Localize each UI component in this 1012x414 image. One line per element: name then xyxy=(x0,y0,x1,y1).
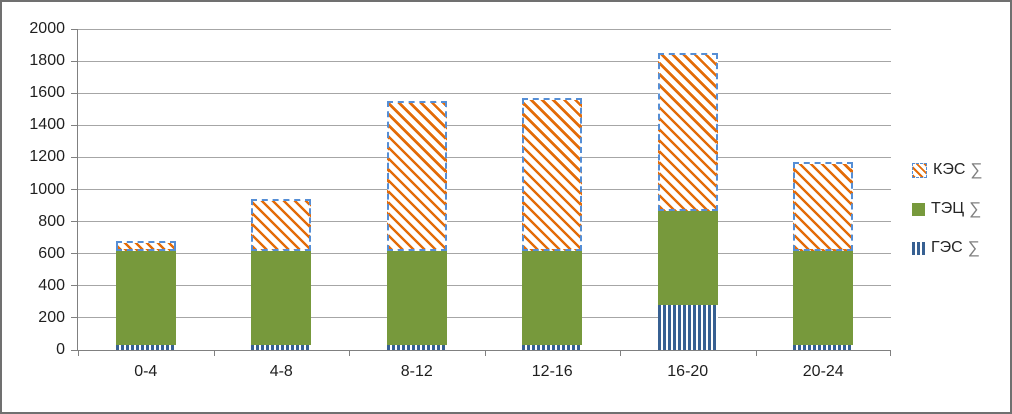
y-axis-label: 1000 xyxy=(29,180,65,198)
x-axis-label: 0-4 xyxy=(134,363,158,380)
gridline xyxy=(78,221,891,223)
bar-segment-тэц[interactable] xyxy=(115,248,176,346)
x-axis-tick xyxy=(620,350,621,356)
x-axis-label: 8-12 xyxy=(400,363,433,380)
y-axis-tick xyxy=(71,92,78,94)
y-axis-label: 1400 xyxy=(29,116,65,134)
gridline xyxy=(78,156,891,158)
ges-stripes-swatch-icon xyxy=(912,241,925,255)
gridline xyxy=(78,60,891,62)
y-axis-label: 0 xyxy=(56,341,65,358)
bar-segment-тэц[interactable] xyxy=(793,248,854,346)
x-axis-tick xyxy=(349,350,350,356)
y-axis-label: 400 xyxy=(38,276,65,294)
sigma-symbol: ∑ xyxy=(969,199,982,218)
x-axis-label: 4-8 xyxy=(269,363,293,380)
y-axis-tick xyxy=(71,28,78,30)
gridline xyxy=(78,317,891,319)
legend-item-tec[interactable]: ТЭЦ ∑ xyxy=(912,196,983,222)
gridline xyxy=(78,189,891,190)
x-axis-tick xyxy=(755,350,757,356)
bar-segment-гэс[interactable] xyxy=(522,345,583,350)
legend-label-ges: ГЭС xyxy=(931,239,963,256)
y-axis-tick xyxy=(71,221,78,223)
plot-area: 0 200 400 600 800 1000 1200 1400 1600 1800 2000 0-4… xyxy=(29,20,891,380)
y-axis-tick xyxy=(71,60,78,62)
y-axis-tick xyxy=(71,349,78,351)
y-axis-tick xyxy=(71,124,78,126)
sigma-symbol: ∑ xyxy=(970,160,983,179)
bar-segment-тэц[interactable] xyxy=(386,248,447,346)
x-axis-tick xyxy=(890,350,891,356)
chart-legend: КЭС ∑ ТЭЦ ∑ ГЭС ∑ xyxy=(912,157,983,274)
bar-segment-кэс[interactable] xyxy=(115,240,176,251)
x-axis-tick xyxy=(484,350,486,356)
y-axis-label: 600 xyxy=(38,244,65,262)
bar-segment-гэс[interactable] xyxy=(115,345,176,350)
bar-segment-гэс[interactable] xyxy=(657,305,718,350)
x-axis-label: 12-16 xyxy=(531,363,573,380)
bar-segment-тэц[interactable] xyxy=(251,248,312,346)
gridline xyxy=(78,253,891,255)
bar-segment-гэс[interactable] xyxy=(793,345,854,350)
y-axis-tick xyxy=(71,285,78,287)
x-axis-label: 20-24 xyxy=(802,363,844,380)
bar-segment-кэс[interactable] xyxy=(386,101,447,251)
y-axis-tick xyxy=(71,156,78,158)
bar-segment-кэс[interactable] xyxy=(251,199,312,251)
y-axis-label: 800 xyxy=(38,212,65,230)
y-axis-label: 1200 xyxy=(29,148,65,166)
y-axis-label: 1800 xyxy=(29,52,65,70)
legend-label-tec: ТЭЦ xyxy=(931,200,965,217)
gridline xyxy=(78,92,891,94)
bar-segment-кэс[interactable] xyxy=(793,162,854,251)
kes-hatch-swatch-icon xyxy=(912,162,927,178)
tec-solid-swatch-icon xyxy=(912,202,925,216)
y-axis-tick xyxy=(71,317,78,319)
y-axis-tick xyxy=(71,189,78,190)
legend-item-kes[interactable]: КЭС ∑ xyxy=(912,157,983,183)
y-axis-label: 200 xyxy=(38,308,65,326)
x-axis-label: 16-20 xyxy=(667,363,709,380)
gridline xyxy=(78,124,891,126)
bar-segment-кэс[interactable] xyxy=(657,53,718,211)
bar-segment-гэс[interactable] xyxy=(386,345,447,350)
bar-segment-гэс[interactable] xyxy=(251,345,312,350)
bar-segment-кэс[interactable] xyxy=(522,98,583,251)
sigma-symbol: ∑ xyxy=(967,238,980,257)
bar-segment-тэц[interactable] xyxy=(522,248,583,346)
legend-label-kes: КЭС xyxy=(933,161,966,178)
x-axis-tick xyxy=(213,350,215,356)
y-axis-tick xyxy=(71,253,78,255)
y-axis-label: 2000 xyxy=(29,20,65,37)
bar-segment-тэц[interactable] xyxy=(657,208,718,306)
x-axis-tick xyxy=(78,350,79,356)
gridline xyxy=(78,28,891,30)
y-axis-label: 1600 xyxy=(29,84,65,102)
legend-item-ges[interactable]: ГЭС ∑ xyxy=(912,235,983,261)
gridline xyxy=(78,285,891,287)
